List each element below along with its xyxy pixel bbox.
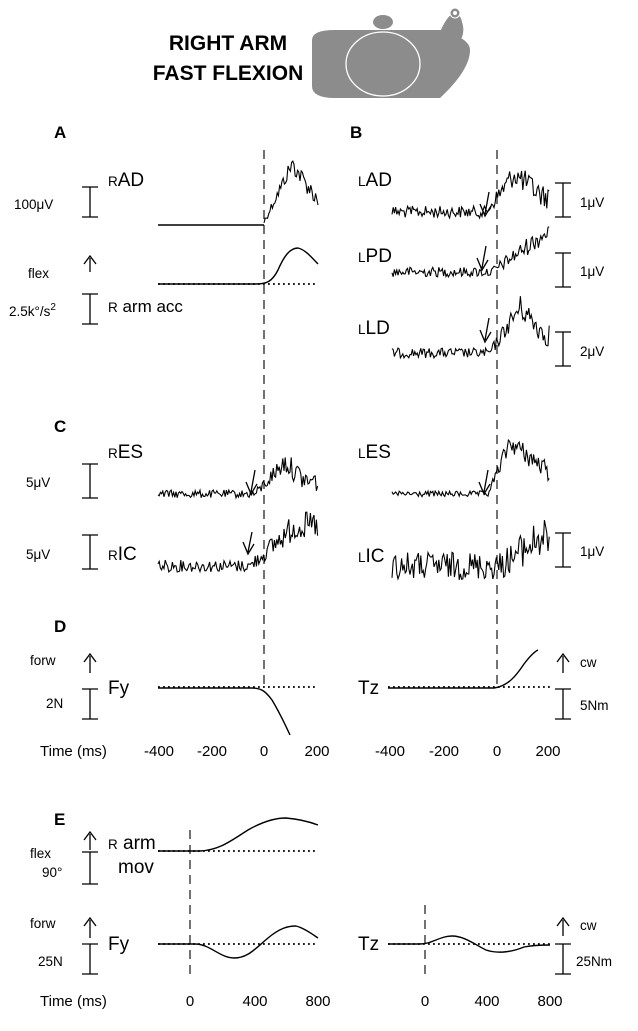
a-flex-arrow (83, 254, 97, 272)
tz-d-label: Tz (358, 678, 379, 699)
lpd-scale-label: 1μV (580, 264, 604, 279)
e-tick-right: 800 (537, 993, 562, 1010)
panel-label-e: E (54, 810, 65, 829)
panel-label-a: A (54, 123, 66, 142)
les-trace (391, 438, 550, 498)
fy-d-scale-bar (82, 688, 98, 720)
lad-onset-arrow (479, 191, 492, 218)
tz-e-scale-label: 25Nm (576, 954, 612, 969)
les-label: LES (358, 442, 391, 463)
d-tick-right: 200 (535, 743, 560, 760)
acc-scale-bar (82, 293, 98, 325)
ric-trace (157, 511, 319, 574)
e-tick-right: 400 (474, 993, 499, 1010)
angle-scale-label: 90° (42, 865, 62, 880)
rad-label: RAD (108, 170, 144, 191)
e-tick-right: 0 (421, 993, 429, 1010)
d-tick-left: 0 (260, 743, 268, 760)
arm-mov-label2: mov (118, 857, 154, 878)
d-tick-left: -400 (144, 743, 174, 760)
ric-scale-bar (82, 534, 98, 570)
title-line1: RIGHT ARM (169, 32, 287, 55)
lad-label: LAD (358, 170, 392, 191)
e-flex-label: flex (30, 846, 51, 861)
e-forw-arrow (83, 916, 97, 938)
res-label: RES (108, 442, 143, 463)
panel-label-b: B (350, 123, 362, 142)
arm-mov-label: R arm (108, 833, 156, 854)
e-cw-arrow (556, 916, 570, 936)
tz-d-scale-bar (555, 688, 571, 720)
lic-trace (391, 519, 550, 581)
panel-label-c: C (54, 417, 66, 436)
e-time-label: Time (ms) (40, 993, 107, 1010)
e-tick-left: 0 (186, 993, 194, 1010)
d-forw-arrow (83, 652, 97, 673)
rad-trace (263, 160, 319, 224)
ric-label: RIC (108, 544, 137, 565)
res-onset-arrow (245, 469, 258, 496)
fy-e-label: Fy (108, 934, 130, 955)
acc-label: R arm acc (108, 297, 183, 316)
les-onset-arrow (478, 469, 491, 496)
d-forw-label: forw (30, 653, 56, 668)
d-tick-right: -200 (429, 743, 459, 760)
tz-d-scale-label: 5Nm (580, 698, 609, 713)
fy-d-scale-label: 2N (46, 696, 63, 711)
angle-scale-bar (82, 851, 98, 885)
acc-scale-label: 2.5k°/s2 (9, 302, 56, 319)
lld-onset-arrow (479, 317, 492, 344)
res-scale-bar (82, 463, 98, 499)
fy-d-label: Fy (108, 678, 130, 699)
arm-mov-trace (158, 817, 319, 852)
tz-e-label: Tz (358, 934, 379, 955)
tz-d-trace (388, 649, 539, 689)
panel-label-d: D (54, 617, 66, 636)
lpd-scale-bar (555, 252, 571, 288)
lad-scale-label: 1μV (580, 195, 604, 210)
e-flex-arrow (83, 830, 97, 850)
d-cw-label: cw (580, 655, 597, 670)
ric-scale-label: 5μV (26, 547, 50, 562)
rad-scale-bar (82, 186, 98, 218)
tz-e-scale-bar (555, 943, 571, 975)
lic-scale-bar (555, 532, 571, 568)
lld-label: LLD (358, 318, 390, 339)
fy-e-trace (158, 925, 319, 959)
lad-scale-bar (555, 182, 571, 218)
title-line2: FAST FLEXION (153, 62, 304, 85)
fy-e-scale-label: 25N (38, 954, 63, 969)
d-time-label: Time (ms) (40, 743, 107, 760)
person-top-view-icon (312, 7, 470, 98)
a-flex-label: flex (28, 266, 49, 281)
lld-trace (391, 296, 550, 360)
d-cw-arrow (556, 652, 570, 673)
lad-trace (391, 170, 550, 220)
res-scale-label: 5μV (26, 475, 50, 490)
lpd-trace (391, 226, 550, 279)
lic-scale-label: 1μV (580, 544, 604, 559)
lpd-label: LPD (358, 246, 392, 267)
lpd-onset-arrow (476, 245, 489, 272)
lic-label: LIC (358, 546, 385, 567)
rad-scale-label: 100μV (14, 197, 53, 212)
fy-d-trace (158, 687, 291, 736)
acc-trace (158, 247, 319, 285)
ric-onset-arrow (242, 531, 255, 556)
e-forw-label: forw (30, 916, 56, 931)
e-tick-left: 800 (305, 993, 330, 1010)
lld-scale-label: 2μV (580, 344, 604, 359)
d-tick-right: 0 (493, 743, 501, 760)
d-tick-left: 200 (304, 743, 329, 760)
lld-scale-bar (555, 331, 571, 367)
e-tick-left: 400 (242, 993, 267, 1010)
fy-e-scale-bar (82, 943, 98, 975)
tz-e-trace (388, 935, 551, 953)
d-tick-left: -200 (197, 743, 227, 760)
d-tick-right: -400 (375, 743, 405, 760)
res-trace (157, 457, 319, 500)
e-cw-label: cw (580, 918, 597, 933)
